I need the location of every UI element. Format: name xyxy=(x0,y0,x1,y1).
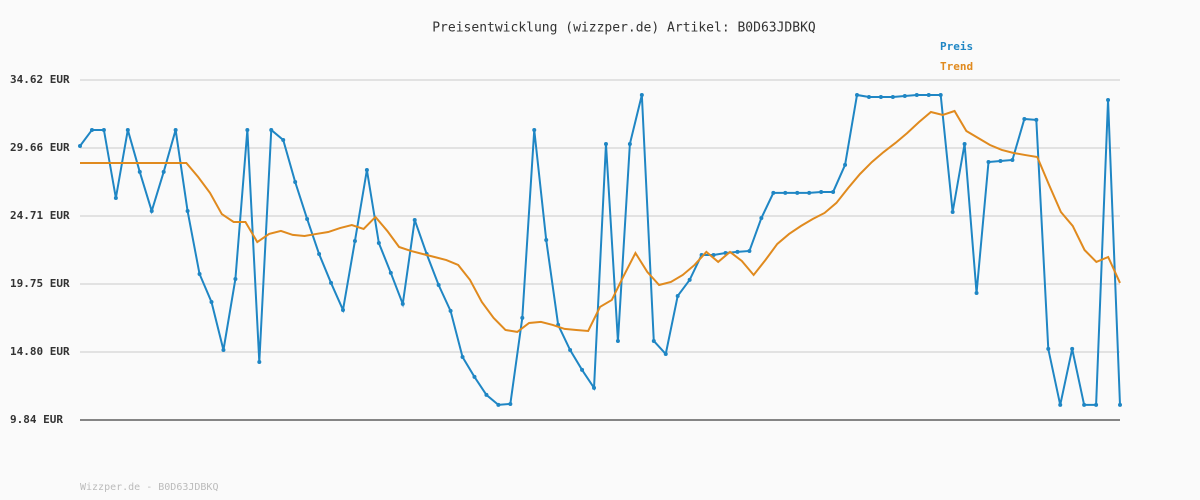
data-point xyxy=(544,237,549,242)
y-tick-label: 24.71 EUR xyxy=(10,209,70,222)
data-point xyxy=(568,348,573,353)
data-point xyxy=(496,402,501,407)
data-point xyxy=(1094,402,1099,407)
data-point xyxy=(269,127,274,132)
y-tick-label: 34.62 EUR xyxy=(10,73,70,86)
data-point xyxy=(101,127,106,132)
data-point xyxy=(1022,116,1027,121)
data-point xyxy=(376,241,381,246)
data-point xyxy=(950,209,955,214)
data-point xyxy=(472,374,477,379)
data-point xyxy=(352,238,357,243)
data-point xyxy=(831,189,836,194)
data-point xyxy=(1046,346,1051,351)
series-line xyxy=(79,93,1121,406)
data-point xyxy=(998,158,1003,163)
data-point xyxy=(843,162,848,167)
y-tick-label: 19.75 EUR xyxy=(10,277,70,290)
data-point xyxy=(747,248,752,253)
data-point xyxy=(484,392,489,397)
data-point xyxy=(388,270,393,275)
data-point xyxy=(687,277,692,282)
chart-title: Preisentwicklung (wizzper.de) Artikel: B… xyxy=(432,21,816,36)
data-point xyxy=(615,338,620,343)
data-point xyxy=(209,300,214,305)
data-point xyxy=(412,217,417,222)
data-point xyxy=(317,251,322,256)
data-point xyxy=(986,160,991,165)
data-point xyxy=(125,127,130,132)
data-point xyxy=(926,92,931,97)
data-point xyxy=(651,338,656,343)
data-point xyxy=(460,355,465,360)
data-point xyxy=(185,209,190,214)
data-point xyxy=(221,348,226,353)
data-point xyxy=(233,276,238,281)
data-point xyxy=(532,127,537,132)
data-point xyxy=(173,127,178,132)
y-tick-label: 14.80 EUR xyxy=(10,345,70,358)
data-point xyxy=(902,94,907,99)
data-point xyxy=(340,307,345,312)
data-point xyxy=(807,190,812,195)
data-point xyxy=(400,301,405,306)
data-point xyxy=(305,216,310,221)
data-point xyxy=(89,127,94,132)
y-tick-label: 9.84 EUR xyxy=(10,413,63,426)
legend-entry: Preis xyxy=(940,40,973,53)
footer: Wizzper.de - B0D63JDBKQ xyxy=(80,482,218,493)
data-point xyxy=(161,169,166,174)
data-point xyxy=(1070,346,1075,351)
data-point xyxy=(890,95,895,100)
data-point xyxy=(281,137,286,142)
data-point xyxy=(293,179,298,184)
data-point xyxy=(866,95,871,100)
data-point xyxy=(783,190,788,195)
series-line xyxy=(80,109,1121,333)
data-point xyxy=(603,141,608,146)
data-point xyxy=(819,189,824,194)
data-point xyxy=(149,209,154,214)
data-point xyxy=(78,143,82,148)
data-point xyxy=(1034,117,1039,122)
data-point xyxy=(663,352,668,357)
data-point xyxy=(771,190,776,195)
data-point xyxy=(257,359,262,364)
data-point xyxy=(329,280,334,285)
data-point xyxy=(1106,98,1111,103)
data-point xyxy=(1118,402,1122,407)
data-point xyxy=(364,168,369,173)
data-point xyxy=(592,385,597,390)
data-point xyxy=(508,401,513,406)
data-point xyxy=(113,195,118,200)
data-point xyxy=(759,216,764,221)
legend-entry: Trend xyxy=(940,60,973,73)
data-point xyxy=(627,141,632,146)
data-point xyxy=(795,190,800,195)
data-point xyxy=(245,127,250,132)
data-point xyxy=(436,282,441,287)
data-point xyxy=(675,293,680,298)
data-point xyxy=(1058,402,1063,407)
y-tick-label: 29.66 EUR xyxy=(10,141,70,154)
data-point xyxy=(855,92,860,97)
data-point xyxy=(197,272,202,277)
data-point xyxy=(580,367,585,372)
data-point xyxy=(878,95,883,100)
data-point xyxy=(520,315,525,320)
data-point xyxy=(938,92,943,97)
data-point xyxy=(735,249,740,254)
data-point xyxy=(1082,402,1087,407)
data-point xyxy=(137,169,142,174)
data-point xyxy=(914,92,919,97)
data-point xyxy=(962,141,967,146)
data-point xyxy=(448,308,453,313)
data-point xyxy=(639,92,644,97)
data-point xyxy=(974,290,979,295)
data-point xyxy=(1010,157,1015,162)
